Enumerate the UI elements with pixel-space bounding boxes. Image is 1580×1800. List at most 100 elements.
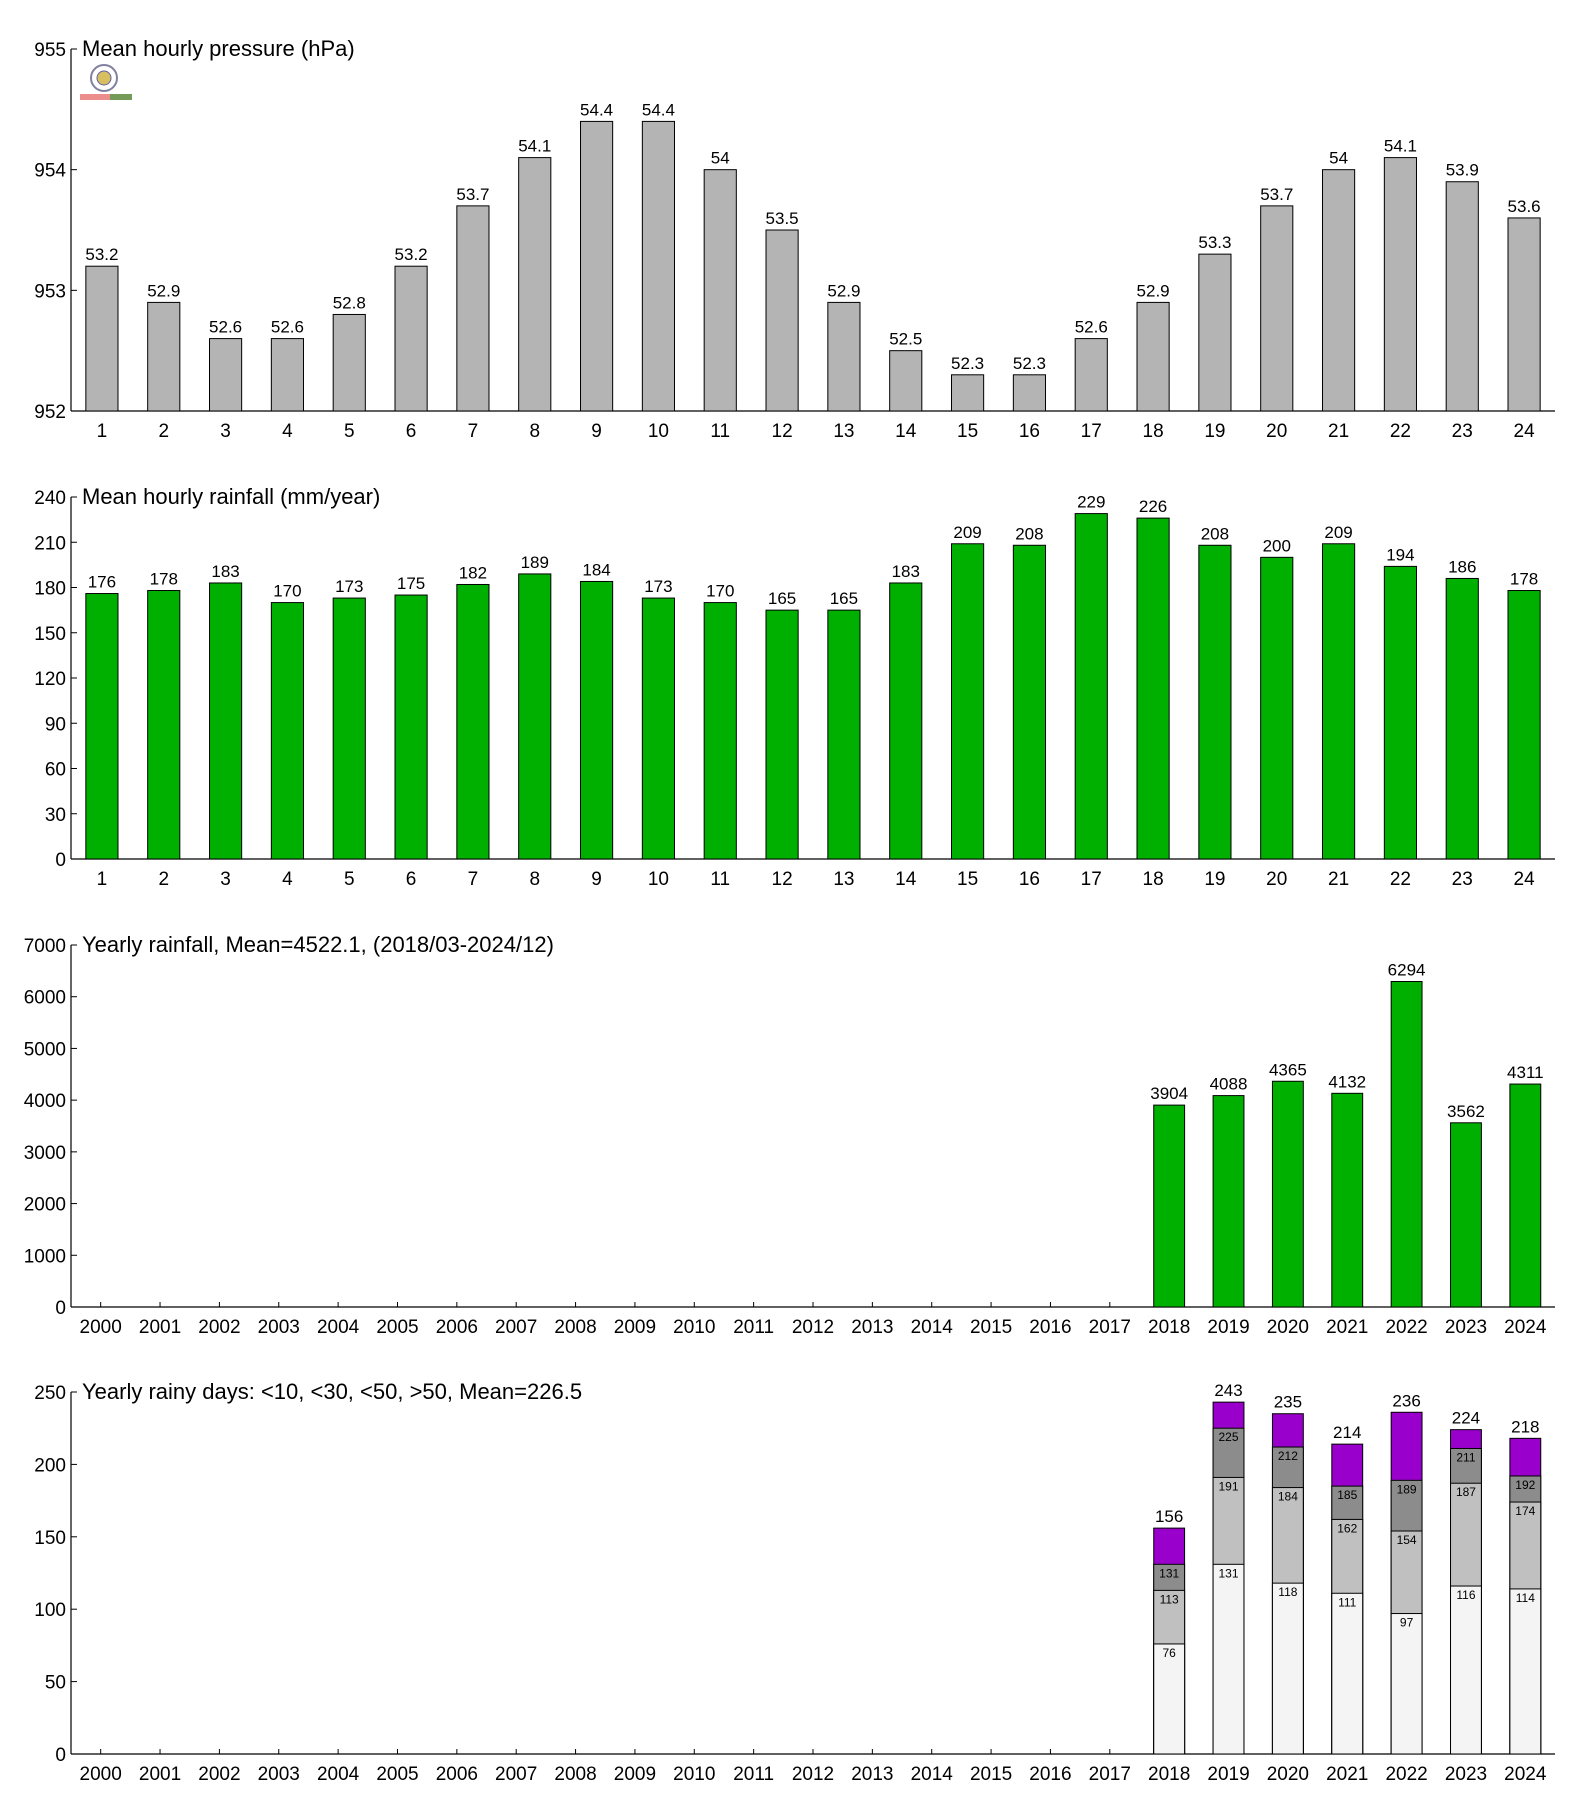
x-tick-label: 18 <box>1143 869 1164 890</box>
data-label: 116 <box>1456 1588 1475 1602</box>
data-label: 111 <box>1338 1595 1357 1609</box>
x-tick-label: 2023 <box>1445 1764 1487 1785</box>
data-label: 208 <box>1201 524 1229 543</box>
logo <box>80 64 132 100</box>
x-tick-label: 2022 <box>1385 1764 1427 1785</box>
bar <box>703 169 737 412</box>
bar <box>1136 517 1170 860</box>
data-label: 173 <box>335 577 363 596</box>
x-tick-label: 2013 <box>851 1317 893 1338</box>
bar <box>1322 543 1356 860</box>
x-tick-label: 14 <box>895 421 917 442</box>
bar <box>394 594 428 860</box>
data-label: 53.2 <box>85 245 118 264</box>
x-tick-label: 20 <box>1266 421 1287 442</box>
x-tick-label: 2017 <box>1089 1764 1131 1785</box>
x-tick-label: 2007 <box>495 1764 537 1785</box>
x-tick-label: 2002 <box>198 1317 240 1338</box>
bar <box>1074 338 1108 412</box>
bar <box>1212 1563 1245 1755</box>
chart-title: Mean hourly pressure (hPa) <box>82 36 355 61</box>
x-tick-label: 2004 <box>317 1317 360 1338</box>
bar <box>1012 374 1046 412</box>
data-label: 212 <box>1278 1449 1298 1463</box>
bar <box>1271 1080 1304 1308</box>
bar <box>1153 1104 1186 1308</box>
data-label: 53.2 <box>395 245 428 264</box>
bar <box>1390 1613 1423 1755</box>
data-label: 214 <box>1333 1423 1361 1442</box>
x-tick-label: 13 <box>833 421 854 442</box>
bar <box>1271 1582 1304 1755</box>
x-tick-label: 13 <box>833 869 854 890</box>
x-tick-label: 11 <box>710 421 730 442</box>
x-tick-label: 21 <box>1328 421 1349 442</box>
bar <box>270 602 304 860</box>
data-label: 52.3 <box>951 354 984 373</box>
x-tick-label: 17 <box>1081 869 1102 890</box>
data-label: 53.5 <box>766 209 799 228</box>
x-tick-label: 2 <box>158 421 169 442</box>
data-label: 200 <box>1263 536 1291 555</box>
y-tick-label: 100 <box>34 1600 66 1621</box>
y-tick-label: 0 <box>55 1298 66 1319</box>
data-label: 170 <box>706 582 734 601</box>
data-label: 208 <box>1015 524 1043 543</box>
data-label: 218 <box>1511 1417 1539 1436</box>
bar <box>85 593 119 860</box>
data-label: 53.7 <box>1260 185 1293 204</box>
x-tick-label: 2006 <box>436 1317 478 1338</box>
x-tick-label: 2001 <box>139 1317 181 1338</box>
bar <box>1390 981 1423 1308</box>
x-tick-label: 2009 <box>614 1317 656 1338</box>
x-tick-label: 17 <box>1081 421 1102 442</box>
x-tick-label: 8 <box>529 421 540 442</box>
x-tick-label: 2002 <box>198 1764 240 1785</box>
x-tick-label: 2 <box>158 869 169 890</box>
data-label: 154 <box>1397 1533 1417 1547</box>
x-tick-label: 2017 <box>1089 1317 1131 1338</box>
x-tick-label: 22 <box>1390 421 1411 442</box>
x-tick-label: 2012 <box>792 1317 834 1338</box>
x-tick-label: 2001 <box>139 1764 181 1785</box>
bar <box>1260 556 1294 860</box>
x-tick-label: 2015 <box>970 1317 1012 1338</box>
data-label: 192 <box>1515 1478 1535 1492</box>
data-label: 54 <box>1329 149 1348 168</box>
x-tick-label: 3 <box>220 421 231 442</box>
data-label: 76 <box>1162 1646 1176 1660</box>
data-label: 175 <box>397 574 425 593</box>
x-tick-label: 2020 <box>1267 1317 1309 1338</box>
data-label: 54.1 <box>1384 137 1417 156</box>
bar <box>1507 590 1541 860</box>
x-tick-label: 10 <box>648 421 669 442</box>
data-label: 114 <box>1516 1591 1535 1605</box>
x-tick-label: 2021 <box>1326 1317 1368 1338</box>
data-label: 52.3 <box>1013 354 1046 373</box>
data-label: 165 <box>830 589 858 608</box>
bar <box>147 590 181 860</box>
bar <box>1509 1083 1542 1308</box>
y-tick-label: 50 <box>45 1673 66 1694</box>
data-label: 226 <box>1139 497 1167 516</box>
bar <box>1322 169 1356 412</box>
y-tick-label: 3000 <box>24 1143 66 1164</box>
x-tick-label: 3 <box>220 869 231 890</box>
bar <box>889 582 923 860</box>
x-tick-label: 2003 <box>258 1317 300 1338</box>
x-tick-label: 6 <box>406 421 417 442</box>
bar <box>332 313 366 412</box>
x-tick-label: 2014 <box>911 1317 954 1338</box>
x-tick-label: 2000 <box>80 1317 122 1338</box>
y-tick-label: 955 <box>34 40 66 61</box>
x-tick-label: 10 <box>648 869 669 890</box>
data-label: 184 <box>1278 1490 1298 1504</box>
x-tick-label: 15 <box>957 869 978 890</box>
x-tick-label: 6 <box>406 869 417 890</box>
data-label: 4088 <box>1210 1075 1248 1094</box>
x-tick-label: 24 <box>1514 869 1536 890</box>
bar <box>270 338 304 412</box>
x-tick-label: 16 <box>1019 421 1040 442</box>
data-label: 184 <box>582 560 610 579</box>
